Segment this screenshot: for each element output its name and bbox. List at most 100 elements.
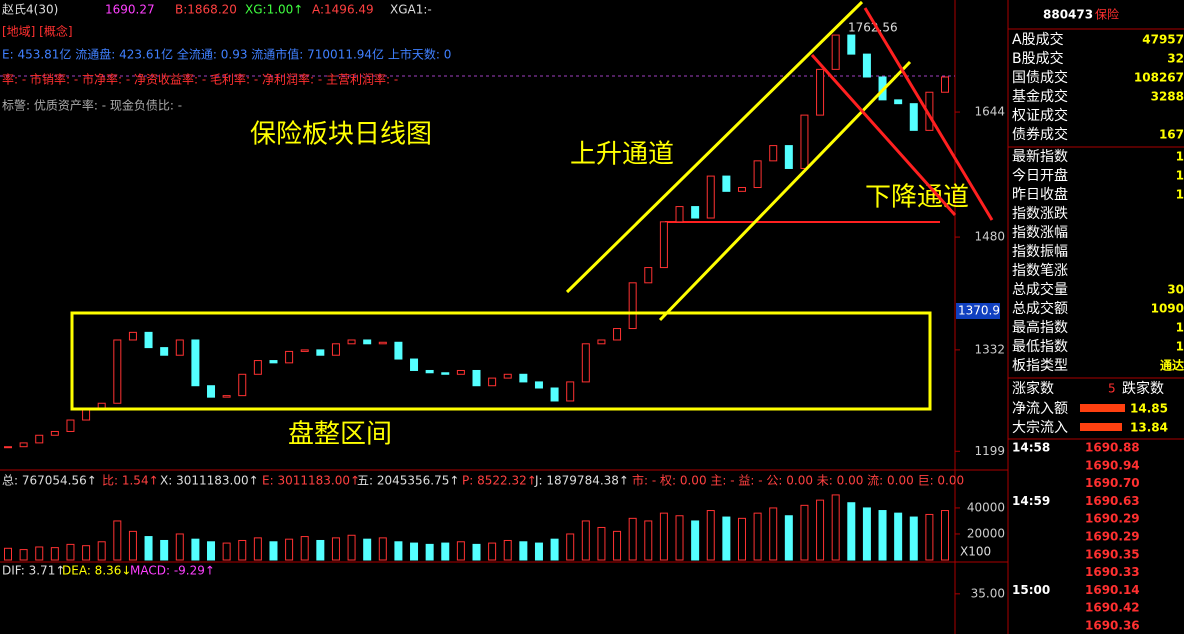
row-label: 基金成交 [1012, 88, 1068, 105]
candle [737, 187, 746, 192]
tick-price: 1690.35 [1085, 547, 1140, 561]
volume-bar [831, 494, 840, 561]
row-label: 权证成交 [1012, 107, 1068, 124]
row-value: 1 [1176, 340, 1184, 354]
volume-bar [35, 546, 44, 561]
candle [222, 395, 231, 398]
tick-price: 1690.36 [1085, 619, 1140, 633]
candle [253, 360, 262, 375]
alert-info: 标警: 优质资产率: - 现金负债比: - [2, 98, 182, 113]
volume-bar [816, 499, 825, 561]
tick-price: 1690.94 [1085, 458, 1140, 472]
volume-bar [113, 520, 122, 561]
row-label: 最新指数 [1012, 149, 1068, 165]
volume-bar [347, 534, 356, 561]
y-tick-label: 35.00 [971, 586, 1005, 600]
volume-stat: 总: 767054.56↑ [2, 474, 97, 488]
candle [581, 343, 590, 383]
candle [816, 68, 825, 116]
candle [722, 175, 731, 192]
volume-bar [659, 512, 668, 561]
indicator-value: A:1496.49 [312, 3, 374, 17]
volume-bar [300, 536, 309, 561]
row-value: 1 [1176, 321, 1184, 335]
macd-stat: MACD: -9.29↑ [130, 564, 215, 578]
annotation: 盘整区间 [288, 420, 392, 450]
candle [144, 331, 153, 349]
volume-bar [941, 510, 949, 561]
volume-bar [269, 541, 278, 561]
tick-price: 1690.14 [1085, 583, 1140, 597]
volume-bar [363, 538, 372, 561]
volume-stat: J: 1879784.38↑ [534, 474, 629, 488]
code: 880473 [1043, 8, 1093, 22]
tick-time: 15:00 [1012, 583, 1050, 597]
volume-bar [925, 513, 934, 561]
volume-bar [19, 549, 28, 561]
volume-bar [769, 507, 778, 561]
candle [4, 446, 12, 449]
indicator-value: XGA1:- [390, 3, 432, 17]
row-value: 1 [1176, 169, 1184, 183]
row-label: 指数涨跌 [1012, 206, 1068, 222]
candle [644, 267, 653, 284]
candle [425, 369, 434, 374]
row-value: 30 [1167, 283, 1184, 297]
volume-bar [597, 526, 606, 561]
candle [659, 221, 668, 269]
volume-bar [97, 541, 106, 561]
down-channel-line [810, 54, 957, 216]
candle [909, 103, 918, 131]
ratio-info: 率: - 市销率: - 市净率: - 净资收益率: - 毛利率: - 净利润率:… [2, 72, 398, 87]
y-tick-label: 40000 [967, 500, 1005, 514]
candle [503, 373, 512, 379]
indicator-value: B:1868.20 [175, 3, 237, 17]
candle [800, 114, 809, 169]
volume-bar [488, 542, 497, 561]
candle [316, 349, 325, 356]
candle [894, 99, 903, 105]
candle [363, 339, 372, 345]
volume-stat: 五: 2045356.75↑ [357, 474, 459, 488]
volume-bar [50, 547, 59, 561]
volume-bar [800, 504, 809, 561]
volume-bar [425, 543, 434, 561]
y-tick-label: 1199 [974, 444, 1005, 458]
up-label: 涨家数 [1012, 380, 1054, 397]
candle [691, 206, 700, 219]
candle [160, 347, 169, 356]
candle [66, 419, 75, 432]
row-label: 国债成交 [1012, 69, 1068, 86]
volume-bar [441, 542, 450, 561]
macd-stat: DEA: 8.36↓ [62, 564, 131, 578]
candle [613, 328, 622, 341]
candle [378, 341, 387, 345]
volume-bar [550, 538, 559, 561]
candle [784, 145, 793, 169]
volume-bar [581, 520, 590, 561]
tick-price: 1690.63 [1085, 494, 1140, 508]
price-tag [956, 303, 1000, 319]
volume-bar [784, 515, 793, 561]
row-value: 3288 [1151, 90, 1184, 104]
volume-bar [628, 517, 637, 561]
volume-bar [722, 516, 731, 561]
candle [331, 343, 340, 356]
candle [19, 442, 28, 448]
volume-bar [331, 537, 340, 561]
volume-bar [253, 537, 262, 561]
y-tick-label: 1644 [974, 105, 1005, 119]
candle [269, 360, 278, 364]
flow-value: 14.85 [1130, 402, 1168, 416]
volume-bar [691, 520, 700, 561]
candle [488, 377, 497, 387]
volume-bar [66, 543, 75, 561]
row-label: 总成交额 [1012, 300, 1068, 317]
annotation: 下降通道 [865, 183, 969, 213]
row-label: A股成交 [1012, 31, 1064, 48]
candle [597, 339, 606, 345]
candle [831, 34, 840, 70]
row-label: 今日开盘 [1012, 167, 1068, 184]
flow-value: 13.84 [1130, 421, 1168, 435]
